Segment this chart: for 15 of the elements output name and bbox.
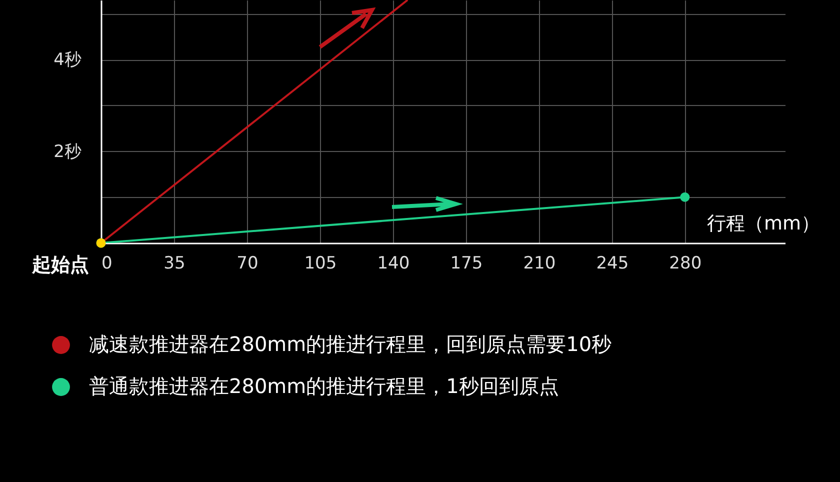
- x-tick-label: 210: [523, 254, 556, 274]
- x-axis-title: 行程（mm）: [706, 212, 820, 234]
- x-tick-label: 280: [669, 254, 702, 274]
- y-tick-label: 2秒: [54, 142, 82, 162]
- x-tick-label: 175: [450, 254, 483, 274]
- legend-label: 减速款推进器在280mm的推进行程里，回到原点需要10秒: [89, 332, 612, 356]
- x-tick-label: 245: [596, 254, 629, 274]
- x-tick-label: 35: [164, 254, 186, 274]
- x-tick-label: 140: [377, 254, 410, 274]
- y-tick-label: 4秒: [54, 50, 82, 70]
- x-tick-label: 105: [304, 254, 337, 274]
- annotation: 起始点: [31, 254, 89, 276]
- x-tick-label: 0: [102, 254, 112, 274]
- x-tick-label: 70: [236, 254, 258, 274]
- legend-label: 普通款推进器在280mm的推进行程里，1秒回到原点: [89, 374, 559, 398]
